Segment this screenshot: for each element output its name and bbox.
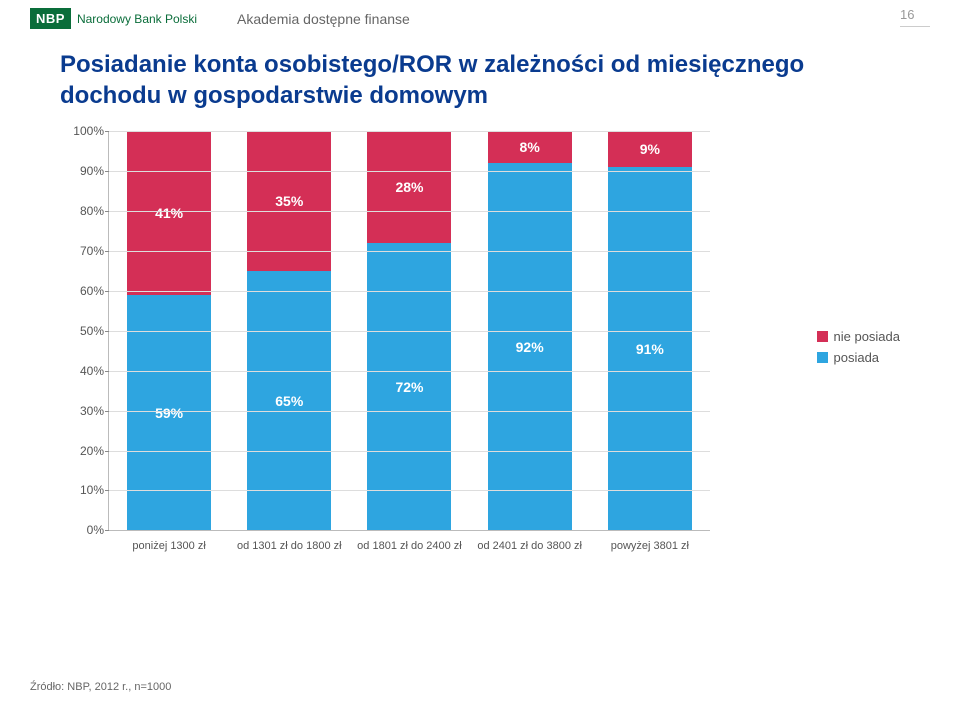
y-tick-label: 90% (64, 164, 104, 178)
chart: 59%41%poniżej 1300 zł65%35%od 1301 zł do… (60, 131, 900, 571)
y-tick-label: 50% (64, 324, 104, 338)
x-tick-label: od 1801 zł do 2400 zł (357, 540, 462, 552)
legend: nie posiada posiada (817, 329, 901, 371)
plot-area: 59%41%poniżej 1300 zł65%35%od 1301 zł do… (108, 131, 710, 531)
y-tick-label: 30% (64, 404, 104, 418)
x-tick-label: poniżej 1300 zł (132, 540, 205, 552)
logo: NBP Narodowy Bank Polski (30, 8, 197, 29)
bar-segment-posiada: 91% (608, 167, 692, 530)
legend-item: nie posiada (817, 329, 901, 344)
bar-segment-posiada: 65% (247, 271, 331, 530)
x-tick-label: od 1301 zł do 1800 zł (237, 540, 342, 552)
legend-label: posiada (834, 350, 880, 365)
legend-item: posiada (817, 350, 901, 365)
y-tick-label: 60% (64, 284, 104, 298)
source-text: Źródło: NBP, 2012 r., n=1000 (30, 681, 171, 693)
y-tick-label: 20% (64, 444, 104, 458)
logo-short: NBP (30, 8, 71, 29)
y-tick-label: 0% (64, 523, 104, 537)
x-tick-label: od 2401 zł do 3800 zł (477, 540, 582, 552)
y-tick-label: 70% (64, 244, 104, 258)
x-tick-label: powyżej 3801 zł (611, 540, 689, 552)
bar-segment-nie-posiada: 8% (488, 131, 572, 163)
academy-label: Akademia dostępne finanse (237, 11, 900, 27)
page-title: Posiadanie konta osobistego/ROR w zależn… (60, 49, 900, 111)
page-number: 16 (900, 7, 930, 27)
y-tick-label: 100% (64, 124, 104, 138)
bar-segment-posiada: 72% (367, 243, 451, 530)
y-tick-label: 80% (64, 204, 104, 218)
legend-swatch (817, 352, 828, 363)
logo-full: Narodowy Bank Polski (77, 12, 197, 26)
bar-segment-nie-posiada: 9% (608, 131, 692, 167)
y-tick-label: 40% (64, 364, 104, 378)
header: NBP Narodowy Bank Polski Akademia dostęp… (0, 0, 960, 35)
legend-swatch (817, 331, 828, 342)
bar-segment-nie-posiada: 28% (367, 131, 451, 243)
y-tick-label: 10% (64, 483, 104, 497)
legend-label: nie posiada (834, 329, 901, 344)
bar-segment-nie-posiada: 41% (127, 131, 211, 295)
bar-segment-posiada: 92% (488, 163, 572, 530)
